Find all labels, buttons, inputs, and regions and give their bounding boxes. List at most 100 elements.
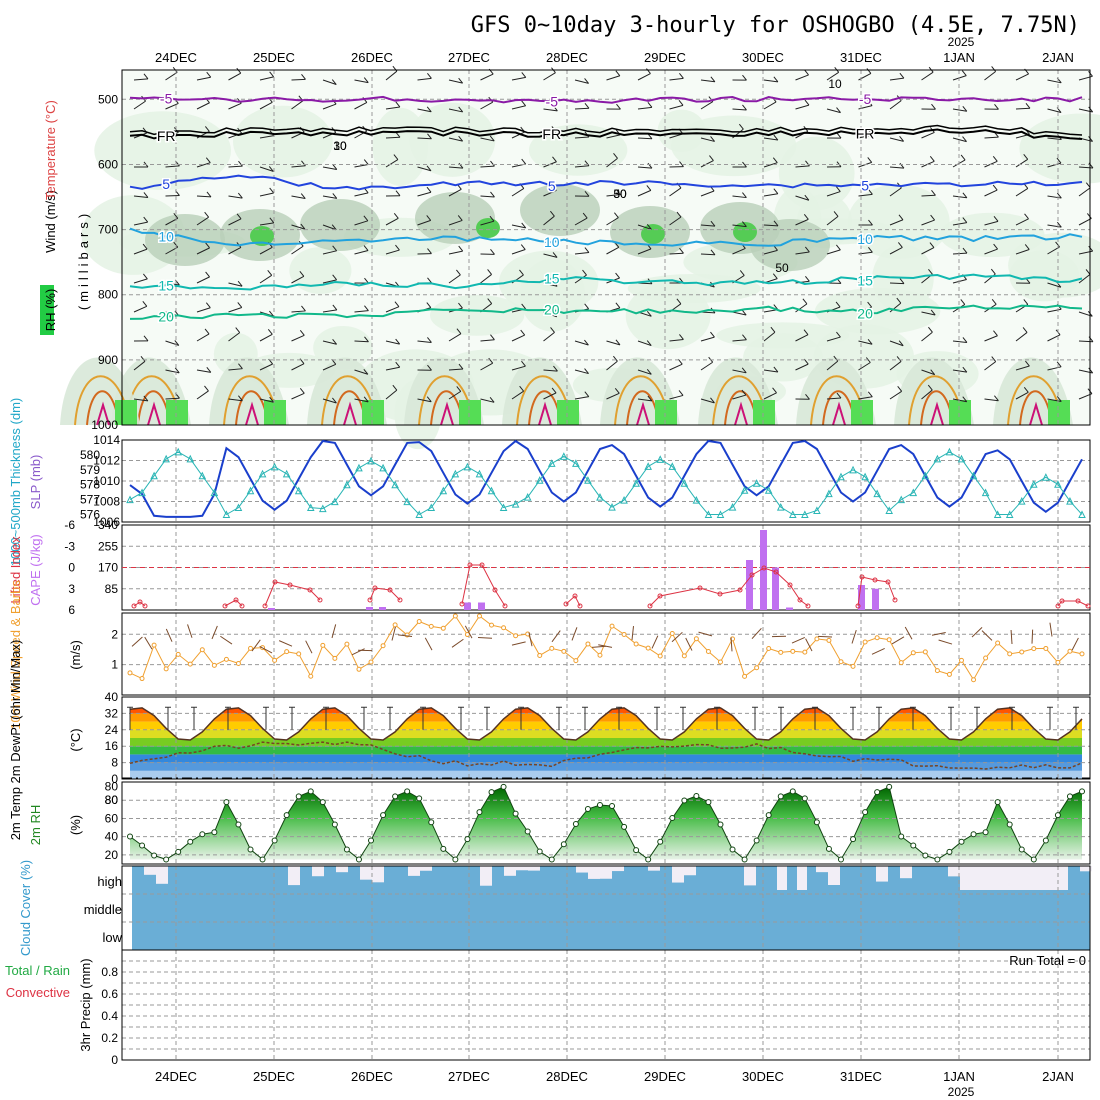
wind-barb-10m xyxy=(398,634,413,638)
cape-bar xyxy=(858,585,865,610)
wind-barb xyxy=(795,195,810,201)
wind-barb-flag xyxy=(710,249,716,256)
wind-barb xyxy=(511,249,526,255)
wind-barb-flag xyxy=(552,311,558,318)
wind-speed-point xyxy=(946,671,952,677)
wind-barb xyxy=(196,307,211,313)
thickness-point xyxy=(861,472,869,481)
wind-barb xyxy=(984,398,999,402)
rh-surface-moist xyxy=(655,400,677,425)
li-point xyxy=(797,597,803,603)
temp2m-unit: (°C) xyxy=(68,728,83,751)
wind-barb xyxy=(574,369,589,375)
precip-tick: 0.4 xyxy=(101,1009,118,1023)
wind-barb-flag xyxy=(1024,213,1029,220)
precip-panel-labels: Total / Rain Convective 3hr Precip (mm) … xyxy=(5,953,1086,1052)
wind-barb xyxy=(763,224,779,227)
wind-barb-10m xyxy=(1010,629,1013,645)
temp-band xyxy=(130,721,1082,730)
wind-barb xyxy=(637,137,653,140)
wind-speed-point xyxy=(645,645,651,651)
wind-barb xyxy=(165,165,180,168)
wind-barb-flag xyxy=(991,66,997,72)
wind-barb-flag xyxy=(301,160,306,167)
date-label-bottom: 27DEC xyxy=(448,1069,490,1084)
wind-barb-flag xyxy=(426,186,432,193)
thickness-point xyxy=(138,488,146,497)
wind-barb xyxy=(1015,365,1030,371)
wind-speed-point xyxy=(284,649,290,655)
wind-barb xyxy=(259,333,273,342)
wind-speed-point xyxy=(585,641,591,647)
cloud-gap xyxy=(996,866,1008,890)
wind-barb xyxy=(228,72,242,81)
wind-barb-flag xyxy=(521,72,527,78)
cape-label: CAPE (J/kg) xyxy=(28,534,43,606)
wind-barb xyxy=(291,363,305,371)
wind-barb xyxy=(889,77,904,81)
rh-point xyxy=(1079,788,1085,795)
wind-barb-flag xyxy=(931,103,936,110)
wind-barb-10m xyxy=(931,632,946,636)
wind-barb-flag xyxy=(1022,327,1028,333)
wind-speed-point xyxy=(862,639,868,645)
wind-barb xyxy=(889,361,902,371)
wind-barb-flag xyxy=(490,191,495,198)
wind-barb xyxy=(259,363,273,371)
li-line xyxy=(565,595,581,607)
wind-barb-flag xyxy=(394,301,400,307)
wind-barb-flag xyxy=(742,192,747,198)
rh-point xyxy=(584,805,591,812)
wind-barb-flag xyxy=(1088,367,1094,374)
wind-barb-flag xyxy=(647,102,653,108)
wind-barb xyxy=(543,331,555,342)
temp-tick: 24 xyxy=(105,723,119,737)
wind-barb xyxy=(228,398,243,402)
wind-barb xyxy=(354,164,369,168)
wind-barb xyxy=(574,340,589,346)
thickness-point xyxy=(198,471,207,480)
wind-barb xyxy=(1047,334,1061,342)
wind-barb xyxy=(480,220,495,226)
li-line xyxy=(369,587,401,601)
cloud-gap xyxy=(828,866,840,886)
wind-barb xyxy=(165,340,179,346)
wind-barb xyxy=(732,369,747,374)
rh-point xyxy=(560,841,567,848)
li-tick: 3 xyxy=(68,582,75,596)
wind-barb xyxy=(984,136,999,139)
wind-barb xyxy=(984,220,999,226)
isotherm-35 xyxy=(343,401,357,426)
rh-contour-label: 30 xyxy=(333,139,347,153)
rh-point xyxy=(934,856,941,863)
rh-point xyxy=(139,842,146,849)
li-line xyxy=(1057,600,1089,607)
rh-point xyxy=(548,856,555,863)
wind-barb-flag xyxy=(458,77,464,84)
wind-speed-point xyxy=(452,613,458,619)
wind-barb-flag xyxy=(332,245,338,252)
wind-barb-flag xyxy=(1056,361,1062,368)
isotherm-label: 20 xyxy=(544,302,560,318)
wind-speed-point xyxy=(151,642,157,648)
isotherm-line xyxy=(129,174,1083,191)
wind-barb-flag xyxy=(395,190,401,197)
rh-shade-high xyxy=(733,222,757,242)
wind-barb xyxy=(669,187,682,197)
wind-speed-point xyxy=(428,623,434,629)
wind-barb xyxy=(1047,137,1062,140)
wind-barb-flag xyxy=(584,303,590,310)
wind-barb xyxy=(1047,308,1062,313)
wind-barb-flag xyxy=(301,74,306,80)
thickness-point xyxy=(776,502,785,511)
wind-barb xyxy=(543,215,555,226)
wind-barb-flag xyxy=(235,327,241,333)
isotherm-35 xyxy=(734,401,748,426)
wind-barb xyxy=(417,77,432,81)
wind-barb xyxy=(448,188,462,197)
cloud-gap xyxy=(312,866,324,877)
wind-barb-10m xyxy=(251,639,261,652)
upper-air-panel: 500 600 700 800 900 1000 -5 -5 -5 FR FR FR 5 5 5 10 10 10… xyxy=(60,65,1100,450)
cloud-gap xyxy=(612,866,624,872)
